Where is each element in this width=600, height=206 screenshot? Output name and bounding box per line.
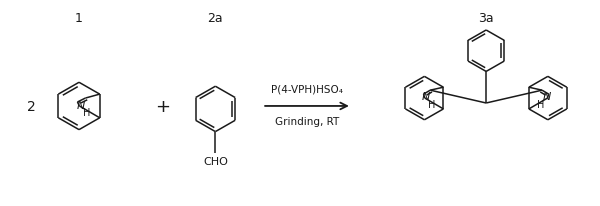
Text: N: N [422,92,430,102]
Text: 3a: 3a [478,12,494,25]
Text: CHO: CHO [203,156,228,166]
Text: P(4-VPH)HSO₄: P(4-VPH)HSO₄ [271,84,343,94]
Text: H: H [83,107,90,117]
Text: H: H [537,99,544,109]
Text: H: H [428,99,436,109]
Text: +: + [155,97,170,115]
Text: N: N [76,101,85,110]
Text: N: N [542,92,551,102]
Text: 1: 1 [75,12,83,25]
Text: 2a: 2a [208,12,223,25]
Text: Grinding, RT: Grinding, RT [275,116,339,126]
Text: 2: 2 [27,99,35,113]
